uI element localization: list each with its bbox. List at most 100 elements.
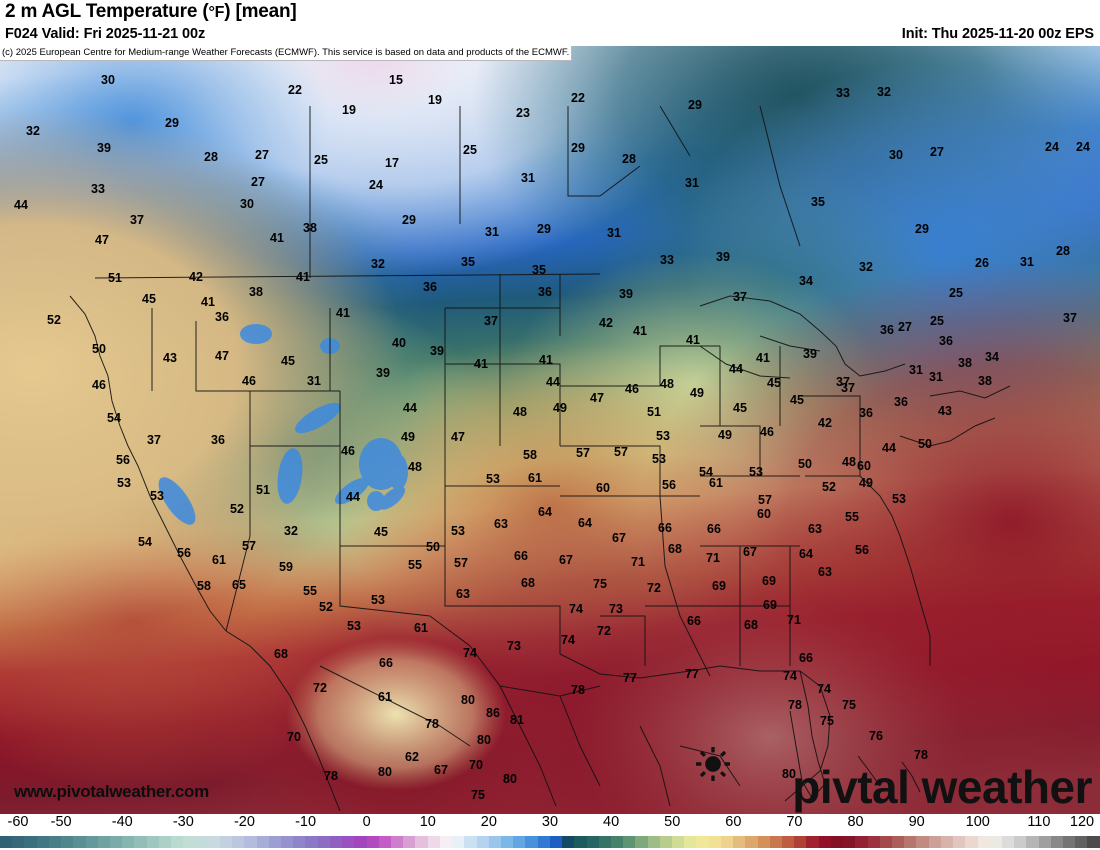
colorbar-band xyxy=(146,836,159,848)
colorbar-band xyxy=(158,836,172,848)
colorbar-band xyxy=(415,836,428,848)
colorbar-band xyxy=(794,836,807,848)
pivotal-weather-logo: piv tal weather xyxy=(696,747,1092,813)
page-title-degree: °F xyxy=(208,4,225,21)
colorbar-tick: 70 xyxy=(786,814,803,830)
colorbar-band xyxy=(281,836,294,848)
colorbar-band xyxy=(610,836,624,848)
colorbar-band xyxy=(342,836,355,848)
colorbar-tick-labels: -60 -50 -40 -30 -20 -10 0 10 20 30 40 50 60 70 80 90 100… xyxy=(0,814,1100,836)
colorbar-tick: 40 xyxy=(603,814,620,830)
colorbar-band xyxy=(427,836,440,848)
colorbar-band xyxy=(635,836,648,848)
colorbar-band xyxy=(134,836,147,848)
colorbar-band xyxy=(782,836,795,848)
colorbar-band xyxy=(953,836,966,848)
colorbar-band xyxy=(1014,836,1027,848)
colorbar-tick: 90 xyxy=(908,814,925,830)
colorbar-band xyxy=(1050,836,1064,848)
colorbar-band xyxy=(598,836,611,848)
colorbar-band xyxy=(720,836,734,848)
colorbar-band xyxy=(562,836,575,848)
colorbar-band xyxy=(219,836,233,848)
colorbar-band xyxy=(940,836,954,848)
page-header: 2 m AGL Temperature (°F) [mean] F024 Val… xyxy=(0,0,1100,46)
colorbar-band xyxy=(109,836,123,848)
colorbar-tick: 80 xyxy=(847,814,864,830)
colorbar-band xyxy=(965,836,978,848)
colorbar-band xyxy=(855,836,868,848)
colorbar-band xyxy=(268,836,282,848)
logo-text-left: piv xyxy=(792,761,858,813)
map-panel[interactable]: (c) 2025 European Centre for Medium-rang… xyxy=(0,46,1100,814)
colorbar-band xyxy=(85,836,98,848)
colorbar-tick: 0 xyxy=(362,814,371,830)
colorbar-tick: -20 xyxy=(233,814,255,830)
colorbar-band xyxy=(818,836,831,848)
colorbar-tick: -40 xyxy=(111,814,133,830)
colorbar-band xyxy=(672,836,685,848)
colorbar-tick: -60 xyxy=(7,814,29,830)
colorbar-gradient xyxy=(0,836,1100,848)
colorbar-band xyxy=(61,836,74,848)
colorbar-band xyxy=(659,836,673,848)
colorbar-band xyxy=(488,836,501,848)
colorbar-band xyxy=(305,836,318,848)
colorbar-band xyxy=(329,836,343,848)
colorbar-band xyxy=(830,836,844,848)
colorbar-band xyxy=(1063,836,1076,848)
colorbar-band xyxy=(1087,836,1100,848)
colorbar-band xyxy=(439,836,453,848)
site-url-watermark: www.pivotalweather.com xyxy=(14,782,209,801)
sun-icon xyxy=(696,747,731,781)
colorbar-band xyxy=(476,836,489,848)
colorbar-band xyxy=(403,836,416,848)
colorbar-band xyxy=(500,836,514,848)
colorbar-band xyxy=(879,836,892,848)
colorbar-band xyxy=(574,836,587,848)
colorbar-band xyxy=(623,836,636,848)
colorbar-band xyxy=(867,836,880,848)
colorbar-band xyxy=(891,836,905,848)
colorbar-band xyxy=(904,836,917,848)
colorbar-tick: 60 xyxy=(725,814,742,830)
forecast-valid-time: F024 Valid: Fri 2025-11-21 00z xyxy=(5,26,206,42)
colorbar-band xyxy=(293,836,306,848)
colorbar-band xyxy=(24,836,37,848)
colorbar-band xyxy=(0,836,13,848)
colorbar-band xyxy=(586,836,599,848)
colorbar-band xyxy=(549,836,563,848)
colorbar-band xyxy=(97,836,110,848)
colorbar-band xyxy=(769,836,782,848)
colorbar-band xyxy=(317,836,330,848)
colorbar-tick: 120 xyxy=(1069,814,1095,830)
colorbar-panel: -60 -50 -40 -30 -20 -10 0 10 20 30 40 50 60 70 80 90 100… xyxy=(0,814,1100,850)
colorbar-tick: 110 xyxy=(1027,814,1051,830)
colorbar-band xyxy=(122,836,135,848)
colorbar-band xyxy=(684,836,697,848)
colorbar-band xyxy=(928,836,941,848)
colorbar-tick: -50 xyxy=(50,814,72,830)
colorbar-band xyxy=(537,836,550,848)
page-title-tail: ) [mean] xyxy=(224,1,297,22)
colorbar-band xyxy=(378,836,391,848)
colorbar-band xyxy=(977,836,990,848)
colorbar-band xyxy=(757,836,770,848)
colorbar-band xyxy=(244,836,257,848)
colorbar-band xyxy=(806,836,819,848)
colorbar-band xyxy=(48,836,62,848)
colorbar-band xyxy=(195,836,208,848)
colorbar-tick: 10 xyxy=(419,814,436,830)
colorbar-band xyxy=(525,836,538,848)
colorbar-tick: -10 xyxy=(295,814,317,830)
colorbar-band xyxy=(452,836,465,848)
colorbar-band xyxy=(354,836,367,848)
colorbar-band xyxy=(366,836,379,848)
ecmwf-attribution: (c) 2025 European Centre for Medium-rang… xyxy=(0,46,573,61)
model-init-time: Init: Thu 2025-11-20 00z EPS xyxy=(901,26,1094,42)
colorbar-band xyxy=(708,836,721,848)
colorbar-band xyxy=(513,836,526,848)
colorbar-band xyxy=(183,836,196,848)
colorbar-band xyxy=(843,836,856,848)
